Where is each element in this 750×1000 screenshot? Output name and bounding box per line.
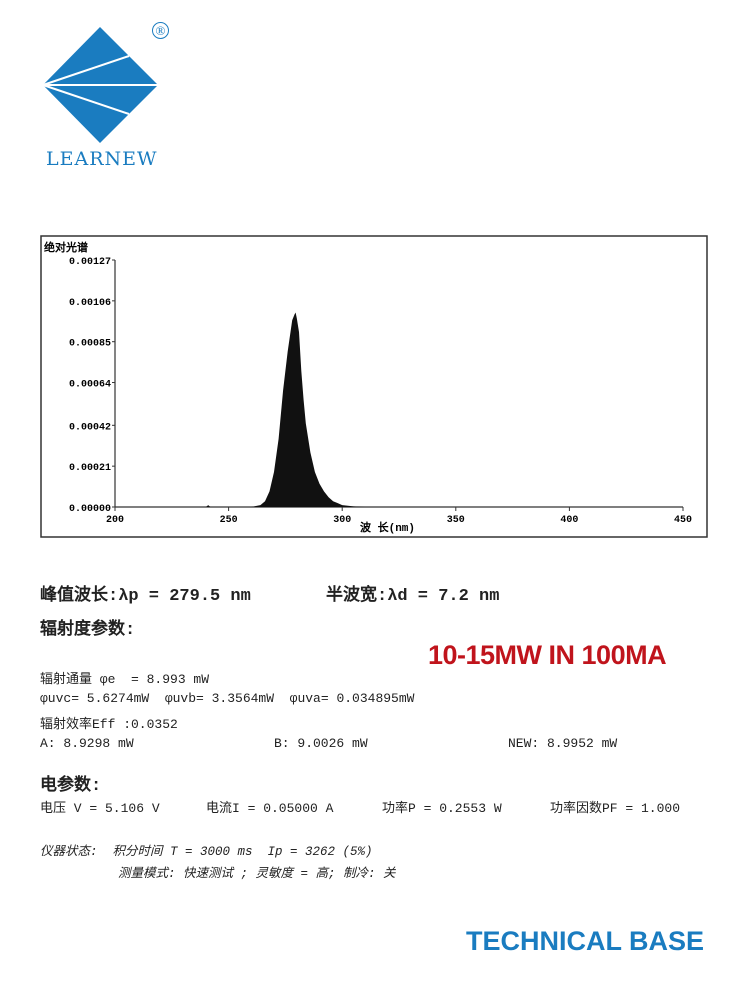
spectrum-chart: 绝对光谱 200 250 300 350 400 450 0.00000 0.00021 0.0… <box>40 235 708 538</box>
technical-base-label: TECHNICAL BASE <box>466 926 705 956</box>
value-new: NEW: 8.9952 mW <box>508 736 618 751</box>
efficiency: 辐射效率Eff :0.0352 <box>40 717 178 732</box>
voltage: 电压 V = 5.106 V <box>40 801 160 816</box>
y-tick-label: 0.00042 <box>69 422 111 433</box>
value-b: B: 9.0026 mW <box>274 736 368 751</box>
uv-bands: φuvc= 5.6274mW φuvb= 3.3564mW φuva= 0.03… <box>40 691 415 706</box>
x-tick-label: 200 <box>106 515 124 526</box>
y-tick-label: 0.00085 <box>69 339 111 350</box>
y-tick-label: 0.00021 <box>69 463 111 474</box>
registered-mark: ® <box>152 22 169 39</box>
instrument-status: 仪器状态: 积分时间 T = 3000 ms Ip = 3262 (5%) <box>40 845 373 859</box>
power-factor: 功率因数PF = 1.000 <box>550 801 681 816</box>
measurement-mode: 测量模式: 快速测试 ; 灵敏度 = 高; 制冷: 关 <box>118 867 396 881</box>
chart-title: 绝对光谱 <box>44 240 88 254</box>
peak-wavelength: 峰值波长:λp = 279.5 nm <box>40 587 251 606</box>
y-tick-label: 0.00106 <box>69 298 111 309</box>
electrical-heading: 电参数: <box>40 777 102 796</box>
half-width: 半波宽:λd = 7.2 nm <box>326 587 500 606</box>
chart-frame <box>40 235 708 538</box>
radiometric-heading: 辐射度参数: <box>40 621 136 640</box>
x-tick-label: 250 <box>220 515 238 526</box>
x-tick-label: 400 <box>560 515 578 526</box>
power-note: 10-15MW IN 100MA <box>428 640 667 670</box>
brand-name: LEARNEW <box>46 148 158 170</box>
spectrum-area <box>205 312 365 507</box>
y-tick-label: 0.00000 <box>69 504 111 515</box>
value-a: A: 8.9298 mW <box>40 736 134 751</box>
x-tick-label: 450 <box>674 515 692 526</box>
current: 电流I = 0.05000 A <box>206 801 334 816</box>
y-tick-label: 0.00127 <box>69 257 111 268</box>
power: 功率P = 0.2553 W <box>382 801 502 816</box>
x-axis-label: 波 长(nm) <box>360 520 415 535</box>
learnew-logo <box>42 27 158 143</box>
x-tick-label: 350 <box>447 515 465 526</box>
y-tick-label: 0.00064 <box>69 380 111 391</box>
x-tick-label: 300 <box>333 515 351 526</box>
radiant-flux: 辐射通量 φe = 8.993 mW <box>40 672 210 687</box>
